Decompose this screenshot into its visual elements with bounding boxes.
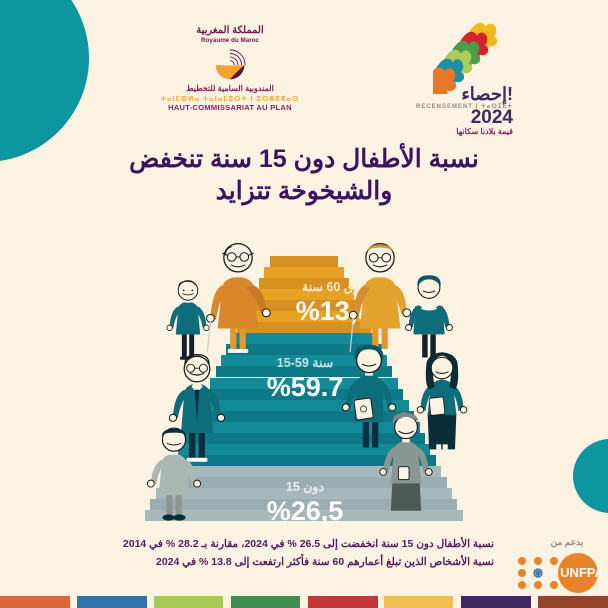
svg-text:UNFPA: UNFPA bbox=[560, 565, 604, 580]
